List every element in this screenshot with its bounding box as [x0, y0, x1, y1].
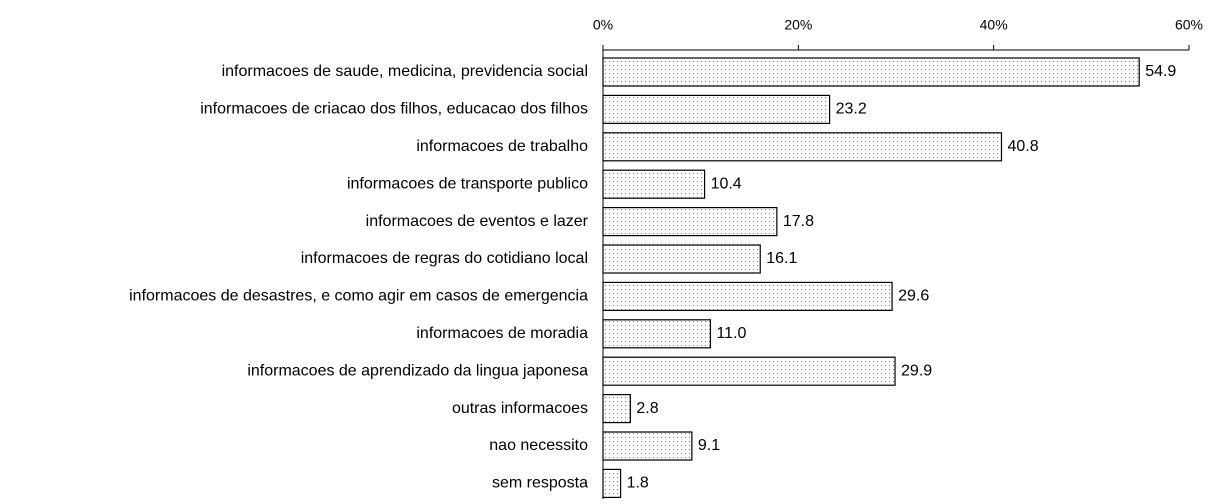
value-label: 29.6	[898, 288, 929, 305]
value-label: 29.9	[901, 362, 932, 379]
category-label: informacoes de moradia	[416, 325, 588, 342]
x-tick-label: 0%	[593, 17, 613, 33]
x-tick-label: 60%	[1175, 17, 1203, 33]
bar	[602, 94, 831, 125]
value-label: 16.1	[766, 250, 797, 267]
value-label: 10.4	[711, 175, 742, 192]
category-label: nao necessito	[489, 437, 588, 454]
value-label: 40.8	[1007, 138, 1038, 155]
category-label: informacoes de aprendizado da lingua jap…	[247, 362, 588, 379]
category-label: informacoes de saude, medicina, previden…	[222, 63, 588, 80]
bar	[602, 468, 622, 498]
value-label: 2.8	[636, 400, 658, 417]
value-label: 17.8	[783, 213, 814, 230]
category-label: outras informacoes	[452, 400, 588, 417]
bar	[602, 356, 896, 386]
bar	[602, 207, 778, 237]
category-label: informacoes de desastres, e como agir em…	[129, 288, 588, 305]
value-label: 11.0	[716, 325, 746, 342]
category-label: informacoes de eventos e lazer	[366, 213, 589, 230]
category-label: informacoes de criacao dos filhos, educa…	[200, 101, 588, 118]
bar	[602, 169, 706, 199]
value-label: 9.1	[698, 437, 720, 454]
category-label: informacoes de regras do cotidiano local	[301, 250, 588, 267]
value-label: 1.8	[627, 475, 649, 492]
x-tick-label: 40%	[980, 17, 1008, 33]
bar	[602, 132, 1003, 162]
x-tick-label: 20%	[784, 17, 812, 33]
bar	[602, 281, 893, 311]
category-label: informacoes de transporte publico	[347, 175, 588, 192]
bar	[602, 244, 761, 274]
category-label: sem resposta	[492, 475, 588, 492]
category-label: informacoes de trabalho	[416, 138, 588, 155]
bar	[602, 57, 1140, 87]
value-label: 23.2	[836, 101, 867, 118]
bar	[602, 431, 693, 461]
value-label: 54.9	[1145, 63, 1176, 80]
bar	[602, 319, 712, 349]
bar	[602, 394, 631, 424]
